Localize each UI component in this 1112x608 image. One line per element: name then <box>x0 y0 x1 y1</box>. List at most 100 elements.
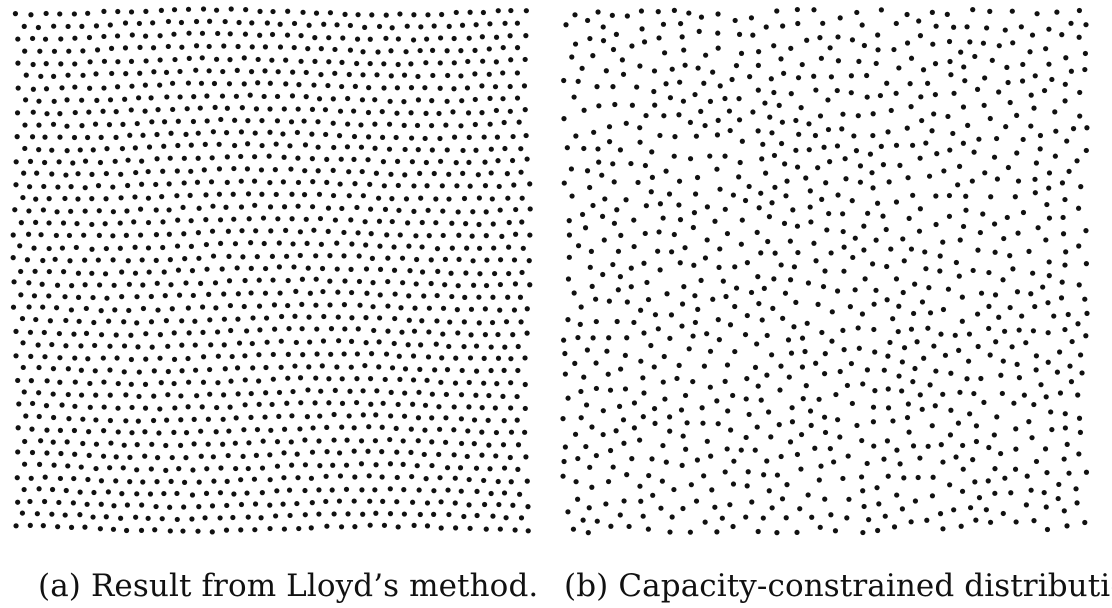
stipple-dot <box>506 219 512 226</box>
stipple-dot <box>944 11 950 17</box>
stipple-dot <box>761 472 767 478</box>
stipple-dot <box>172 56 178 63</box>
stipple-dot <box>168 130 174 136</box>
stipple-dot <box>998 372 1004 378</box>
stipple-dot <box>179 368 185 374</box>
stipple-dot <box>483 233 489 239</box>
stipple-dot <box>69 283 75 289</box>
stipple-dot <box>160 219 166 225</box>
stipple-dot <box>676 112 682 118</box>
stipple-dot <box>434 292 440 299</box>
stipple-dot <box>435 268 441 274</box>
stipple-dot <box>451 134 458 140</box>
stipple-dot <box>682 245 688 251</box>
stipple-dot <box>1041 489 1047 496</box>
stipple-dot <box>304 240 310 247</box>
stipple-dot <box>991 432 997 438</box>
stipple-dot <box>236 19 242 26</box>
stipple-dot <box>66 416 72 422</box>
stipple-dot <box>638 307 644 313</box>
stipple-dot <box>93 71 99 77</box>
stipple-dot <box>174 516 180 523</box>
stipple-dot <box>188 243 194 249</box>
stipple-dot <box>19 510 26 516</box>
stipple-dot <box>354 60 360 67</box>
stipple-dot <box>1053 128 1059 134</box>
stipple-dot <box>870 111 876 117</box>
stipple-dot <box>463 270 469 276</box>
stipple-dot <box>451 60 457 66</box>
stipple-dot <box>497 281 503 288</box>
stipple-dot <box>930 474 936 480</box>
stipple-dot <box>185 6 192 12</box>
stipple-dot <box>448 270 454 276</box>
stipple-dot <box>594 518 600 524</box>
stipple-dot <box>149 119 155 125</box>
stipple-dot <box>1020 136 1026 143</box>
stipple-dot <box>276 413 282 419</box>
stipple-dot <box>488 344 494 350</box>
stipple-dot <box>148 319 155 325</box>
stipple-dot <box>937 253 943 259</box>
stipple-dot <box>1066 470 1072 476</box>
stipple-dot <box>77 512 83 518</box>
stipple-dot <box>866 517 872 523</box>
stipple-dot <box>281 526 288 532</box>
stipple-dot <box>523 33 529 39</box>
stipple-dot <box>377 315 383 321</box>
stipple-dot <box>299 276 306 282</box>
stipple-dot <box>139 158 145 164</box>
stipple-dot <box>470 258 476 264</box>
stipple-dot <box>984 25 990 31</box>
stipple-dot <box>443 391 449 398</box>
stipple-dot <box>418 24 424 30</box>
stipple-dot <box>75 294 82 300</box>
stipple-dot <box>471 282 477 288</box>
stipple-dot <box>888 246 894 252</box>
stipple-dot <box>58 61 64 67</box>
stipple-dot <box>561 337 567 343</box>
stipple-dot <box>314 351 320 357</box>
stipple-dot <box>26 208 32 214</box>
stipple-dot <box>1010 40 1016 46</box>
stipple-dot <box>865 210 871 216</box>
stipple-dot <box>479 405 485 411</box>
stipple-dot <box>360 49 366 55</box>
stipple-dot <box>523 132 529 139</box>
stipple-dot <box>307 290 313 296</box>
stipple-dot <box>207 317 213 323</box>
stipple-dot <box>494 381 500 387</box>
stipple-dot <box>469 233 475 239</box>
stipple-dot <box>322 107 329 113</box>
stipple-dot <box>959 294 965 300</box>
stipple-dot <box>387 98 393 104</box>
stipple-dot <box>245 191 252 197</box>
stipple-dot <box>784 482 790 488</box>
stipple-dot <box>704 438 710 444</box>
stipple-dot <box>506 270 512 277</box>
stipple-dot <box>17 243 23 249</box>
stipple-dot <box>382 376 388 383</box>
stipple-dot <box>313 375 319 381</box>
stipple-dot <box>500 70 506 76</box>
stipple-dot <box>440 305 447 311</box>
stipple-dot <box>1046 185 1052 191</box>
stipple-dot <box>387 486 393 492</box>
stipple-dot <box>500 44 506 51</box>
stipple-dot <box>1068 20 1074 26</box>
stipple-dot <box>379 424 385 430</box>
stipple-dot <box>623 197 629 203</box>
stipple-dot <box>1046 61 1052 67</box>
stipple-dot <box>560 473 566 479</box>
stipple-dot <box>593 385 599 392</box>
stipple-dot <box>348 338 355 344</box>
stipple-dot <box>772 184 778 190</box>
stipple-dot <box>812 445 818 451</box>
stipple-dot <box>122 45 129 51</box>
stipple-dot <box>210 253 217 259</box>
stipple-dot <box>651 88 657 95</box>
stipple-dot <box>339 205 345 212</box>
stipple-dot <box>196 205 202 211</box>
stipple-dot <box>629 456 635 462</box>
stipple-dot <box>328 326 335 332</box>
